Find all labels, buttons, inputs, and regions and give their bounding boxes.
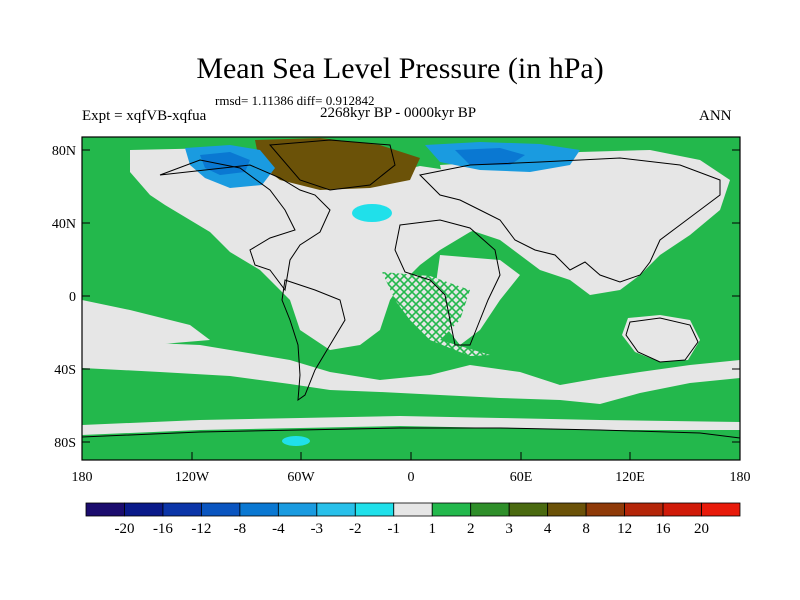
- period-label: 2268kyr BP - 0000kyr BP: [320, 105, 477, 121]
- stats-label: rmsd= 1.11386 diff= 0.912842: [215, 93, 375, 108]
- colorbar-swatch: [624, 502, 664, 517]
- lon-label-0: 0: [408, 470, 415, 485]
- colorbar-label: -4: [272, 521, 285, 537]
- colorbar-swatch: [585, 502, 625, 517]
- map-title: Mean Sea Level Pressure (in hPa): [196, 52, 604, 85]
- colorbar-label: -16: [153, 521, 173, 537]
- colorbar-label: 4: [544, 521, 552, 537]
- experiment-label: Expt = xqfVB-xqfua: [82, 108, 207, 124]
- colorbar-swatch: [239, 502, 279, 517]
- colorbar-swatch: [662, 502, 702, 517]
- colorbar-swatch: [277, 502, 318, 517]
- colorbar-label: 20: [694, 521, 709, 537]
- colorbar-label: 8: [582, 521, 590, 537]
- colorbar-swatch: [393, 502, 433, 517]
- lon-label-60e: 60E: [510, 470, 533, 485]
- lat-label-80s: 80S: [54, 436, 76, 451]
- colorbar-label: 1: [428, 521, 436, 537]
- lat-label-0: 0: [69, 290, 76, 305]
- colorbar-swatch: [201, 502, 241, 517]
- lon-label-120e: 120E: [615, 470, 645, 485]
- negative-anomalies: [185, 142, 580, 446]
- colorbar-label: -12: [191, 521, 211, 537]
- lon-label-120w: 120W: [175, 470, 210, 485]
- colorbar-swatch: [701, 502, 741, 517]
- colorbar-swatch: [431, 502, 472, 517]
- map-field: [82, 137, 740, 460]
- lat-label-80n: 80N: [52, 144, 76, 159]
- colorbar-label: 3: [505, 521, 513, 537]
- colorbar-swatch: [316, 502, 356, 517]
- coastlines: [82, 139, 740, 439]
- colorbar-label: -20: [114, 521, 134, 537]
- colorbar-labels: -20 -16 -12 -8 -4 -3 -2 -1 1 2 3 4 8 12 16 20: [114, 521, 709, 537]
- lon-label-180e: 180: [730, 470, 751, 485]
- lon-label-60w: 60W: [287, 470, 315, 485]
- colorbar-swatch: [508, 502, 549, 517]
- lat-label-40s: 40S: [54, 363, 76, 378]
- colorbar-swatch: [85, 502, 125, 517]
- colorbar-label: 2: [467, 521, 475, 537]
- colorbar-swatch: [124, 502, 164, 517]
- colorbar-swatch: [470, 502, 510, 517]
- axis-ticks: [82, 149, 740, 460]
- colorbar-label: -8: [234, 521, 247, 537]
- colorbar-label: -1: [388, 521, 401, 537]
- colorbar-label: 16: [656, 521, 672, 537]
- latitude-labels: 80N 40N 0 40S 80S: [52, 144, 76, 451]
- colorbar-label: -3: [311, 521, 324, 537]
- colorbar: [85, 502, 741, 517]
- colorbar-swatch: [354, 502, 395, 517]
- colorbar-label: -2: [349, 521, 362, 537]
- colorbar-swatch: [547, 502, 587, 517]
- strong-positive-anomaly: [255, 138, 420, 190]
- colorbar-label: 12: [617, 521, 632, 537]
- lat-label-40n: 40N: [52, 217, 76, 232]
- hatched-region: [382, 272, 490, 356]
- longitude-labels: 180 120W 60W 0 60E 120E 180: [72, 470, 751, 485]
- colorbar-swatch: [162, 502, 202, 517]
- season-label: ANN: [699, 108, 732, 124]
- lon-label-180w: 180: [72, 470, 93, 485]
